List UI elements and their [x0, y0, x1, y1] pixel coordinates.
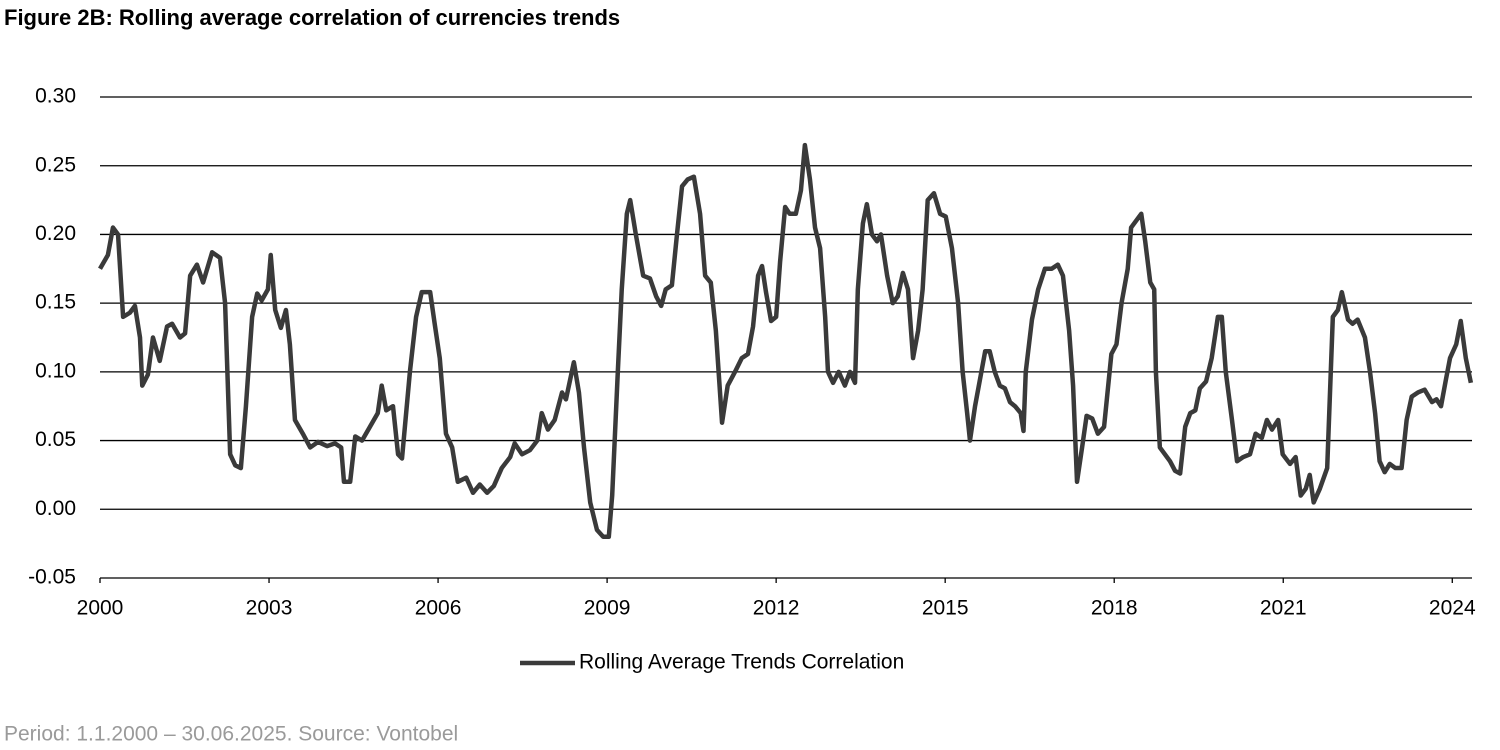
x-tick-label: 2006: [415, 597, 462, 620]
y-tick-label: 0.25: [35, 153, 76, 176]
x-tick-label: 2003: [246, 597, 293, 620]
y-tick-label: 0.15: [35, 291, 76, 314]
y-tick-label: 0.20: [35, 222, 76, 245]
x-tick-label: 2024: [1429, 597, 1476, 620]
chart-title: Figure 2B: Rolling average correlation o…: [4, 5, 620, 30]
x-tick-label: 2012: [753, 597, 800, 620]
y-tick-label: 0.05: [35, 428, 76, 451]
source-note: Period: 1.1.2000 – 30.06.2025. Source: V…: [4, 723, 458, 746]
series-line: [98, 142, 1474, 540]
x-tick-label: 2021: [1260, 597, 1307, 620]
legend-label: Rolling Average Trends Correlation: [579, 651, 904, 674]
y-tick-label: -0.05: [28, 566, 76, 589]
x-tick-label: 2015: [922, 597, 969, 620]
x-tick-label: 2009: [584, 597, 631, 620]
y-tick-label: 0.10: [35, 359, 76, 382]
x-tick-label: 2000: [77, 597, 124, 620]
y-tick-label: 0.30: [35, 85, 76, 108]
x-tick-label: 2018: [1091, 597, 1138, 620]
y-tick-label: 0.00: [35, 497, 76, 520]
